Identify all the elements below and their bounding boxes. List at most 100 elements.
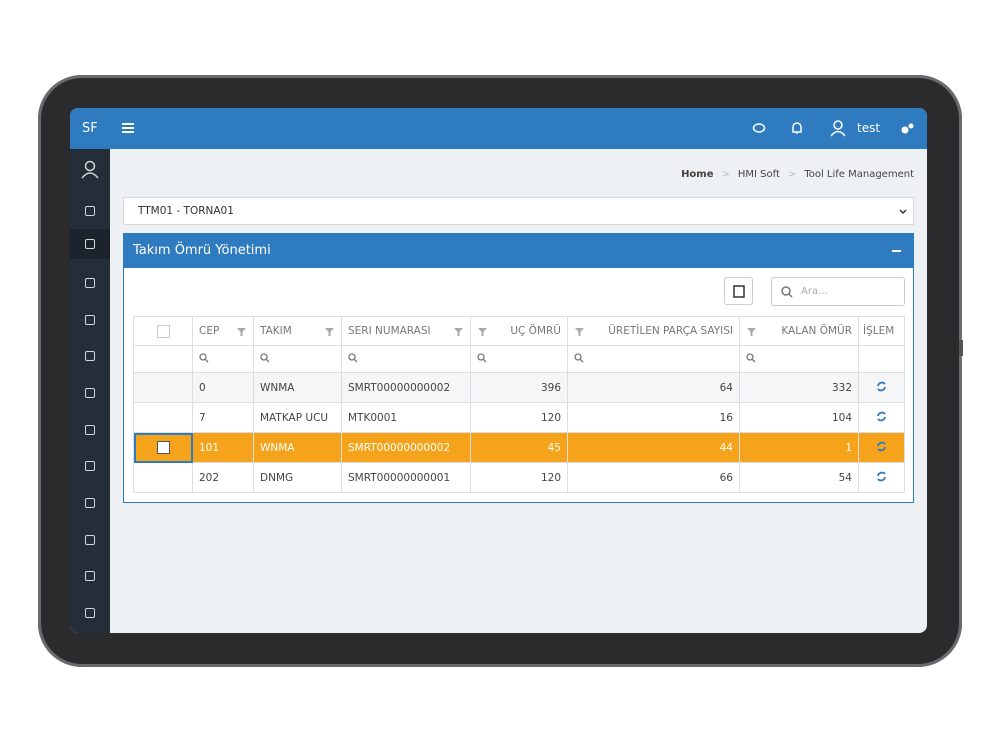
filter-icon[interactable] xyxy=(325,327,334,339)
messages-icon[interactable] xyxy=(752,122,766,136)
table-row[interactable]: 7 MATKAP UCU MTK0001 120 16 104 xyxy=(133,402,905,433)
table-cell: 332 xyxy=(739,372,859,403)
page-icon[interactable] xyxy=(85,425,95,435)
filter-icon[interactable] xyxy=(454,327,463,339)
refresh-action[interactable] xyxy=(858,402,905,433)
chevron xyxy=(899,209,907,215)
filter-icon[interactable] xyxy=(478,327,487,339)
filter-cell xyxy=(858,345,905,373)
table-cell: WNMA xyxy=(253,372,342,403)
table-cell: 16 xyxy=(567,402,740,433)
table-cell: SMRT00000000001 xyxy=(341,462,471,493)
filter-row xyxy=(133,345,905,373)
page-icon[interactable] xyxy=(85,388,95,398)
panel: Takım Ömrü Yönetimi Ara... CEP TAKIM SERI … xyxy=(123,233,914,503)
filter-cell[interactable] xyxy=(739,345,859,373)
table-cell: MTK0001 xyxy=(341,402,471,433)
column-label: CEP xyxy=(199,325,220,337)
screen: SF test Home > HMI Soft > Tool Life Mana… xyxy=(70,108,927,633)
refresh-action[interactable] xyxy=(858,372,905,403)
list-icon[interactable] xyxy=(85,608,95,618)
filter-cell[interactable] xyxy=(567,345,740,373)
table-cell: 202 xyxy=(192,462,254,493)
menu-toggle[interactable] xyxy=(122,123,134,133)
table-cell: 396 xyxy=(470,372,568,403)
column-label: İŞLEM xyxy=(863,325,895,337)
table-cell: WNMA xyxy=(253,432,342,463)
page-icon[interactable] xyxy=(85,315,95,325)
row-checkbox[interactable] xyxy=(133,432,193,463)
sidebar xyxy=(70,149,110,633)
table-cell: 120 xyxy=(470,402,568,433)
panel-header: Takım Ömrü Yönetimi xyxy=(124,234,913,268)
data-table: CEP TAKIM SERI NUMARASI UÇ ÖMRÜ ÜRETİLEN PAR… xyxy=(133,316,905,493)
page-icon[interactable] xyxy=(85,498,95,508)
table-cell: 54 xyxy=(739,462,859,493)
user-name[interactable]: test xyxy=(857,121,881,135)
column-header[interactable]: CEP xyxy=(192,316,254,346)
export-button[interactable] xyxy=(724,277,753,305)
column-header[interactable]: ÜRETİLEN PARÇA SAYISI xyxy=(567,316,740,346)
logo: SF xyxy=(82,121,98,136)
column-label: ÜRETİLEN PARÇA SAYISI xyxy=(608,325,733,337)
column-label: TAKIM xyxy=(260,325,292,337)
select-value: TTM01 - TORNA01 xyxy=(138,205,234,217)
breadcrumb-item[interactable]: Home xyxy=(681,169,714,180)
filter-cell[interactable] xyxy=(341,345,471,373)
page-icon[interactable] xyxy=(85,461,95,471)
table-cell: 120 xyxy=(470,462,568,493)
collapse-button[interactable] xyxy=(892,250,901,252)
table-cell: 101 xyxy=(192,432,254,463)
page-icon[interactable] xyxy=(85,351,95,361)
table-cell: 44 xyxy=(567,432,740,463)
notifications-icon[interactable] xyxy=(790,121,804,135)
filter-icon[interactable] xyxy=(237,327,246,339)
refresh-action[interactable] xyxy=(858,432,905,463)
column-header[interactable]: KALAN ÖMÜR xyxy=(739,316,859,346)
column-header[interactable]: SERI NUMARASI xyxy=(341,316,471,346)
user-icon[interactable] xyxy=(829,119,847,137)
panel-title: Takım Ömrü Yönetimi xyxy=(133,243,271,258)
column-header[interactable]: UÇ ÖMRÜ xyxy=(470,316,568,346)
row-checkbox[interactable] xyxy=(133,462,193,493)
machine-select[interactable]: TTM01 - TORNA01 xyxy=(123,197,914,225)
filter-cell[interactable] xyxy=(470,345,568,373)
list-icon[interactable] xyxy=(85,571,95,581)
table-cell: SMRT00000000002 xyxy=(341,372,471,403)
row-checkbox[interactable] xyxy=(133,372,193,403)
table-cell: 7 xyxy=(192,402,254,433)
table-row[interactable]: 202 DNMG SMRT00000000001 120 66 54 xyxy=(133,462,905,493)
table-cell: 66 xyxy=(567,462,740,493)
breadcrumb: Home > HMI Soft > Tool Life Management xyxy=(681,169,914,180)
search-box[interactable]: Ara... xyxy=(771,277,905,306)
filter-icon[interactable] xyxy=(575,327,584,339)
filter-cell[interactable] xyxy=(192,345,254,373)
table-row[interactable]: 101 WNMA SMRT00000000002 45 44 1 xyxy=(133,432,905,463)
settings-icon[interactable] xyxy=(900,122,914,136)
breadcrumb-item: Tool Life Management xyxy=(804,169,914,180)
dashboard-icon[interactable] xyxy=(85,206,95,216)
refresh-action[interactable] xyxy=(858,462,905,493)
table-cell: 0 xyxy=(192,372,254,403)
table-row[interactable]: 0 WNMA SMRT00000000002 396 64 332 xyxy=(133,372,905,403)
column-label: SERI NUMARASI xyxy=(348,325,431,337)
page-icon[interactable] xyxy=(85,278,95,288)
select-all[interactable] xyxy=(133,316,193,346)
filter-icon[interactable] xyxy=(747,327,756,339)
top-bar: SF test xyxy=(70,108,927,149)
column-label: KALAN ÖMÜR xyxy=(781,325,852,337)
table-cell: MATKAP UCU xyxy=(253,402,342,433)
sidebar-user-icon[interactable] xyxy=(80,159,100,179)
table-cell: 64 xyxy=(567,372,740,403)
separator: > xyxy=(787,169,797,180)
filter-cell[interactable] xyxy=(253,345,342,373)
calendar-icon[interactable] xyxy=(85,535,95,545)
column-header[interactable]: TAKIM xyxy=(253,316,342,346)
header-row: CEP TAKIM SERI NUMARASI UÇ ÖMRÜ ÜRETİLEN PAR… xyxy=(133,316,905,346)
row-checkbox[interactable] xyxy=(133,402,193,433)
active-item[interactable] xyxy=(70,229,110,259)
column-header[interactable]: İŞLEM xyxy=(858,316,905,346)
breadcrumb-item[interactable]: HMI Soft xyxy=(737,169,780,180)
column-label: UÇ ÖMRÜ xyxy=(510,325,561,337)
